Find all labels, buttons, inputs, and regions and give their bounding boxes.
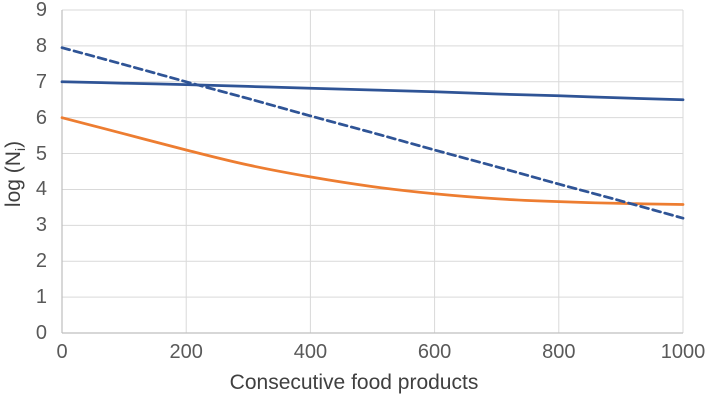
series-orange-solid <box>60 116 685 206</box>
y-tick-label: 6 <box>35 106 47 129</box>
y-tick-label: 4 <box>35 178 47 201</box>
x-tick-label: 200 <box>169 341 203 363</box>
series-blue-dashed <box>60 46 685 220</box>
y-tick-label: 2 <box>35 250 47 273</box>
x-tick-label: 1000 <box>660 341 706 363</box>
y-tick-label: 0 <box>35 322 47 344</box>
y-tick-label: 3 <box>35 214 47 237</box>
x-tick-label: 0 <box>56 341 68 363</box>
y-tick-label: 8 <box>35 34 47 57</box>
x-tick-label: 800 <box>542 341 576 363</box>
x-axis-title: Consecutive food products <box>229 371 479 394</box>
y-tick-label: 9 <box>35 0 47 21</box>
x-tick-label: 400 <box>293 341 328 363</box>
x-tick-label: 600 <box>417 341 452 363</box>
series-blue-solid <box>60 80 685 102</box>
y-tick-label: 7 <box>35 70 47 93</box>
y-tick-label: 5 <box>35 142 47 165</box>
y-tick-label: 1 <box>35 286 47 309</box>
